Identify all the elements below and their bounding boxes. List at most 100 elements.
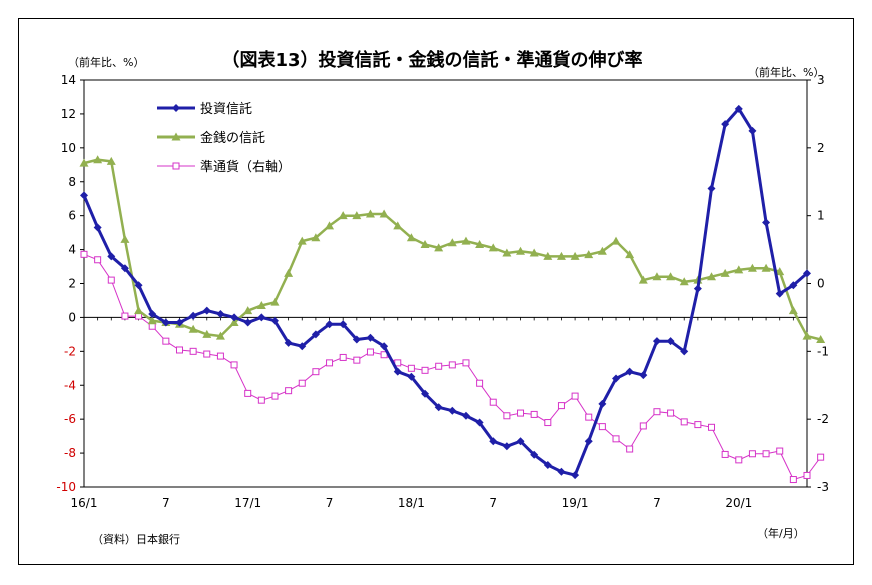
- data-point: [817, 453, 825, 461]
- data-point: [326, 359, 334, 367]
- left-tick-label: -10: [56, 480, 76, 494]
- data-point: [748, 450, 756, 458]
- data-point: [406, 233, 416, 242]
- data-point: [694, 421, 702, 429]
- data-point: [189, 347, 197, 355]
- legend-item: 金銭の信託: [157, 130, 265, 146]
- data-point: [693, 284, 702, 293]
- left-tick-label: 6: [68, 209, 76, 223]
- data-point: [544, 419, 552, 427]
- data-point: [707, 184, 716, 193]
- data-point: [679, 277, 689, 286]
- left-tick-label: -2: [64, 344, 76, 358]
- data-point: [502, 442, 511, 451]
- data-point: [597, 246, 607, 255]
- data-point: [339, 320, 348, 329]
- data-point: [462, 359, 470, 367]
- data-point: [80, 250, 88, 258]
- data-point: [421, 366, 429, 374]
- data-point: [298, 342, 307, 351]
- data-point: [652, 272, 662, 281]
- x-tick-label: 7: [326, 496, 334, 510]
- data-point: [407, 364, 415, 372]
- data-point: [202, 329, 212, 338]
- left-tick-label: 14: [61, 73, 76, 87]
- series-0: [80, 104, 811, 480]
- x-tick-label: 16/1: [71, 496, 98, 510]
- data-point: [134, 306, 144, 315]
- data-point: [667, 409, 675, 417]
- data-point: [420, 239, 430, 248]
- x-tick-label: 7: [653, 496, 661, 510]
- data-point: [762, 218, 771, 227]
- left-tick-label: 8: [68, 175, 76, 189]
- data-point: [271, 392, 279, 400]
- data-point: [680, 418, 688, 426]
- left-tick-label: -4: [64, 378, 76, 392]
- data-point: [734, 265, 744, 274]
- data-point: [721, 120, 730, 129]
- data-point: [625, 250, 635, 259]
- data-point: [311, 233, 321, 242]
- data-point: [489, 437, 498, 446]
- data-point: [775, 289, 784, 298]
- data-point: [529, 248, 539, 257]
- left-tick-label: 12: [61, 107, 76, 121]
- data-point: [379, 209, 389, 218]
- data-point: [284, 338, 293, 347]
- data-point: [626, 445, 634, 453]
- data-point: [748, 126, 757, 135]
- data-point: [216, 310, 225, 319]
- data-point: [189, 311, 198, 320]
- data-point: [421, 389, 430, 398]
- data-point: [297, 236, 307, 245]
- source-note: （資料）日本銀行: [92, 532, 180, 546]
- data-point: [611, 236, 621, 245]
- data-point: [120, 234, 130, 243]
- data-point: [448, 406, 457, 415]
- data-point: [543, 251, 553, 260]
- data-point: [802, 331, 812, 340]
- left-tick-label: -8: [64, 446, 76, 460]
- data-point: [366, 348, 374, 356]
- data-point: [147, 316, 157, 325]
- data-point: [270, 316, 279, 325]
- data-point: [216, 352, 224, 360]
- data-point: [393, 221, 403, 230]
- left-tick-label: 0: [68, 310, 76, 324]
- data-point: [516, 246, 526, 255]
- data-point: [270, 297, 280, 306]
- chart-frame: [18, 18, 854, 565]
- legend-label: 金銭の信託: [200, 130, 265, 146]
- data-point: [502, 248, 512, 257]
- data-point: [488, 243, 498, 252]
- data-point: [203, 350, 211, 358]
- data-point: [776, 447, 784, 455]
- data-point: [93, 223, 102, 232]
- data-point: [489, 398, 497, 406]
- right-axis-unit: （前年比、%）: [748, 65, 824, 79]
- data-point: [775, 267, 785, 276]
- data-point: [571, 471, 580, 480]
- data-point: [94, 256, 102, 264]
- data-point: [162, 337, 170, 345]
- x-tick-label: 7: [489, 496, 497, 510]
- data-point: [230, 313, 239, 322]
- data-point: [543, 460, 552, 469]
- left-axis-unit: （前年比、%）: [68, 55, 144, 69]
- data-point: [188, 324, 198, 333]
- data-point: [257, 313, 266, 322]
- data-point: [243, 306, 253, 315]
- data-point: [666, 337, 675, 346]
- data-point: [666, 272, 676, 281]
- data-point: [352, 211, 362, 220]
- data-point: [230, 361, 238, 369]
- data-point: [107, 252, 116, 261]
- data-point: [121, 312, 129, 320]
- data-point: [476, 379, 484, 387]
- data-point: [161, 318, 170, 327]
- series-layer: [79, 104, 826, 484]
